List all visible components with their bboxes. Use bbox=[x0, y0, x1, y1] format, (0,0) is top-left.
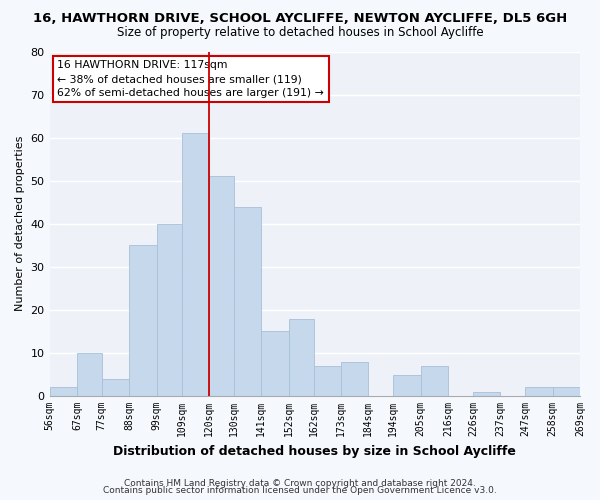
Bar bbox=[50, 388, 77, 396]
Bar bbox=[393, 374, 421, 396]
Text: 16, HAWTHORN DRIVE, SCHOOL AYCLIFFE, NEWTON AYCLIFFE, DL5 6GH: 16, HAWTHORN DRIVE, SCHOOL AYCLIFFE, NEW… bbox=[33, 12, 567, 26]
Bar bbox=[553, 388, 580, 396]
Bar bbox=[341, 362, 368, 396]
Text: Contains HM Land Registry data © Crown copyright and database right 2024.: Contains HM Land Registry data © Crown c… bbox=[124, 478, 476, 488]
Bar bbox=[314, 366, 341, 396]
Bar bbox=[261, 332, 289, 396]
Bar bbox=[234, 206, 261, 396]
Bar bbox=[157, 224, 182, 396]
Text: 16 HAWTHORN DRIVE: 117sqm
← 38% of detached houses are smaller (119)
62% of semi: 16 HAWTHORN DRIVE: 117sqm ← 38% of detac… bbox=[58, 60, 324, 98]
Bar bbox=[473, 392, 500, 396]
Bar bbox=[289, 318, 314, 396]
Y-axis label: Number of detached properties: Number of detached properties bbox=[15, 136, 25, 312]
Bar bbox=[209, 176, 234, 396]
Bar bbox=[525, 388, 553, 396]
Text: Contains public sector information licensed under the Open Government Licence v3: Contains public sector information licen… bbox=[103, 486, 497, 495]
Text: Size of property relative to detached houses in School Aycliffe: Size of property relative to detached ho… bbox=[116, 26, 484, 39]
X-axis label: Distribution of detached houses by size in School Aycliffe: Distribution of detached houses by size … bbox=[113, 444, 516, 458]
Bar bbox=[129, 246, 157, 396]
Bar bbox=[182, 134, 209, 396]
Bar bbox=[102, 379, 129, 396]
Bar bbox=[421, 366, 448, 396]
Bar bbox=[77, 353, 102, 396]
